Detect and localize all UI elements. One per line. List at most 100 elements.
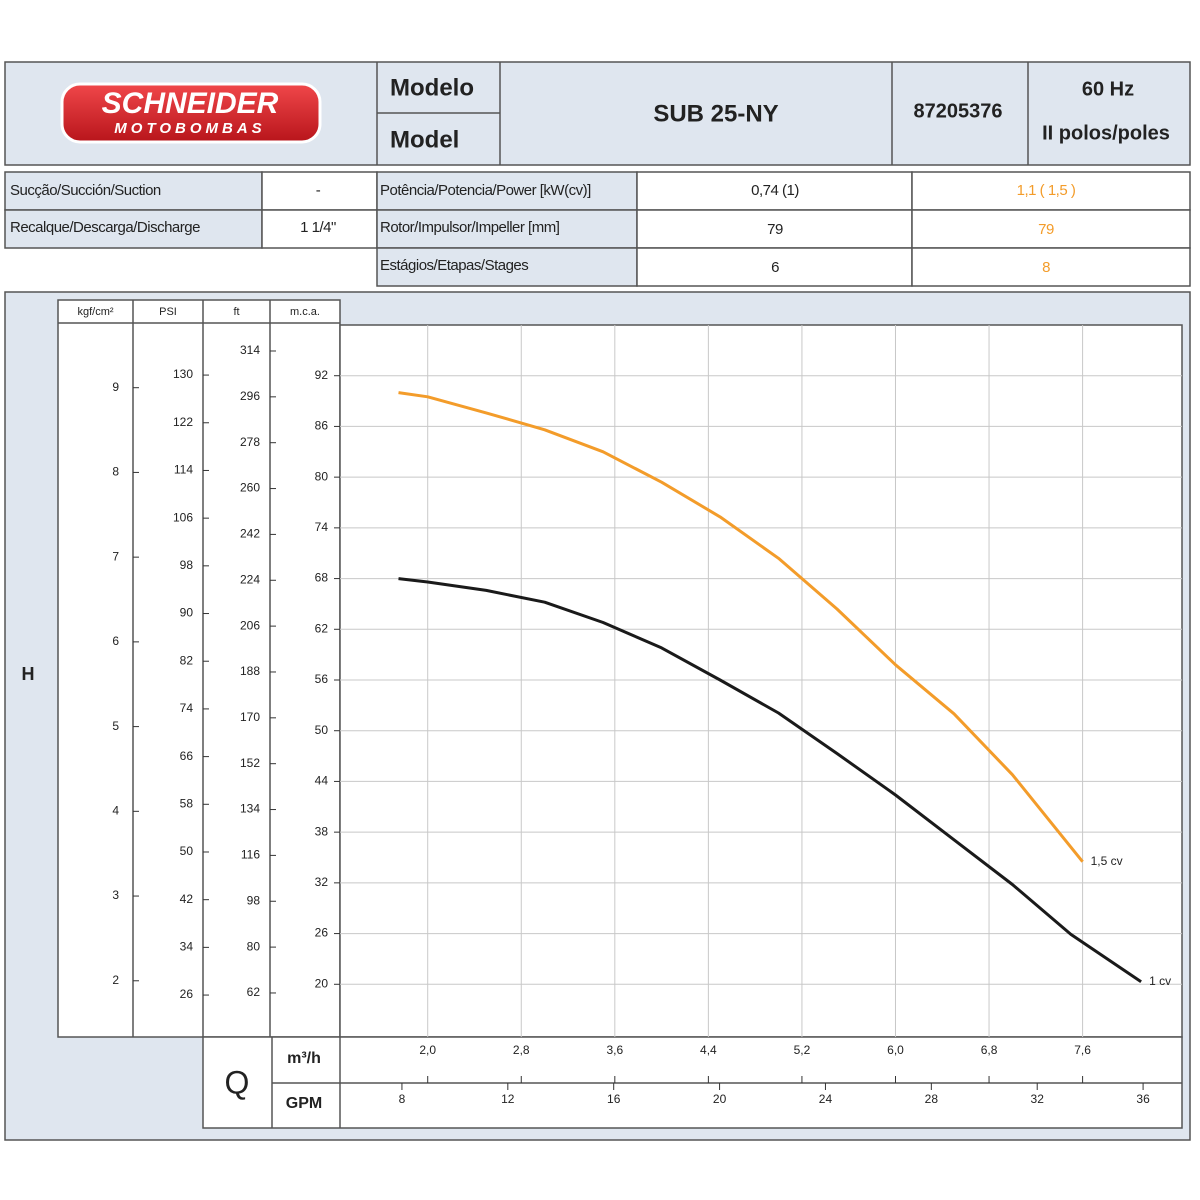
y-tick-label: 170	[240, 710, 260, 724]
x-tick-label: 3,6	[606, 1043, 623, 1057]
y-tick-label: 278	[240, 435, 260, 449]
y-tick-label: 9	[112, 380, 119, 394]
y-tick-label: 26	[180, 987, 194, 1001]
y-tick-label: 20	[315, 976, 329, 990]
y-tick-label: 224	[240, 572, 260, 586]
spec-value: 79	[767, 221, 783, 238]
y-tick-label: 130	[173, 367, 193, 381]
x-tick-label: 6,8	[981, 1043, 998, 1057]
header-dividers	[376, 62, 1029, 165]
x2-tick-label: 24	[819, 1092, 833, 1106]
curve-label: 1 cv	[1149, 974, 1171, 988]
y-tick-label: 38	[315, 824, 329, 838]
y-tick-label: 122	[173, 415, 193, 429]
y-tick-label: 74	[180, 701, 194, 715]
frequency: 60 Hz	[1082, 78, 1134, 100]
y-tick-label: 66	[180, 749, 194, 763]
x-tick-label: 7,6	[1074, 1043, 1091, 1057]
y-tick-label: 98	[247, 893, 261, 907]
x2-tick-label: 12	[501, 1092, 515, 1106]
curve-label: 1,5 cv	[1091, 854, 1123, 868]
spec-value: 8	[1042, 259, 1050, 276]
y-tick-label: 62	[315, 621, 329, 635]
y-tick-label: 50	[180, 844, 194, 858]
y-tick-label: 242	[240, 527, 260, 541]
y-tick-label: 68	[315, 571, 329, 585]
model-name: SUB 25-NY	[653, 100, 778, 127]
spec-value: 0,74 (1)	[751, 182, 799, 199]
spec-label: Sucção/Succión/Suction	[10, 182, 161, 199]
y-tick-label: 206	[240, 618, 260, 632]
spec-value: -	[316, 182, 321, 199]
scale-panel	[57, 299, 341, 1038]
x-tick-label: 2,0	[419, 1043, 436, 1057]
model-label: Model	[390, 126, 459, 153]
y-tick-label: 44	[315, 774, 329, 788]
x2-tick-label: 16	[607, 1092, 621, 1106]
spec-value: 1 1/4"	[300, 219, 336, 236]
y-tick-label: 50	[315, 723, 329, 737]
axis-unit-label: PSI	[159, 306, 177, 318]
y-tick-label: 260	[240, 481, 260, 495]
y-tick-label: 82	[180, 653, 194, 667]
y-tick-label: 74	[315, 520, 329, 534]
spec-value: 6	[771, 259, 779, 276]
y-tick-label: 6	[112, 634, 119, 648]
y-tick-label: 116	[241, 848, 260, 862]
spec-right	[376, 171, 1191, 287]
y-tick-label: 4	[112, 803, 119, 817]
logo	[60, 82, 322, 144]
y-tick-label: 86	[315, 419, 329, 433]
spec-label: Estágios/Etapas/Stages	[380, 257, 528, 274]
x-tick-label: 2,8	[513, 1043, 530, 1057]
x2-tick-label: 20	[713, 1092, 727, 1106]
y-tick-label: 80	[247, 939, 261, 953]
y-tick-label: 56	[315, 672, 329, 686]
x-tick-label: 6,0	[887, 1043, 904, 1057]
y-tick-label: 7	[112, 549, 119, 563]
product-code: 87205376	[914, 100, 1003, 122]
x2-tick-label: 36	[1136, 1092, 1150, 1106]
model-label: Modelo	[390, 74, 474, 101]
y-tick-label: 8	[112, 465, 119, 479]
logo-text: SCHNEIDER	[102, 87, 279, 120]
y-tick-label: 2	[112, 973, 119, 987]
curve	[398, 577, 1142, 984]
logo-subtext: MOTOBOMBAS	[114, 120, 265, 137]
x2-label: GPM	[286, 1095, 322, 1112]
x2-tick-label: 8	[399, 1092, 406, 1106]
y-tick-label: 26	[315, 926, 329, 940]
y-tick-label: 134	[240, 802, 260, 816]
y-tick-label: 42	[180, 892, 194, 906]
axis-unit-label: ft	[233, 306, 239, 318]
y-tick-label: 188	[240, 664, 260, 678]
y-label: m.c.a.	[290, 306, 320, 318]
y-tick-label: 296	[240, 389, 260, 403]
y-title: H	[22, 664, 35, 684]
y-tick-label: 92	[315, 368, 329, 382]
y-tick-label: 314	[240, 343, 260, 357]
spec-value: 1,1 ( 1,5 )	[1017, 182, 1076, 199]
plot-area	[339, 324, 1183, 1038]
spec-label: Rotor/Impulsor/Impeller [mm]	[380, 219, 560, 236]
x-title: Q	[225, 1064, 250, 1100]
x-tick-label: 5,2	[794, 1043, 811, 1057]
spec-label: Potência/Potencia/Power [kW(cv)]	[380, 182, 591, 199]
y-tick-label: 5	[112, 719, 119, 733]
y-tick-label: 80	[315, 469, 329, 483]
y-tick-label: 62	[247, 985, 261, 999]
x-axis-dividers	[271, 1037, 1182, 1128]
y-tick-label: 98	[180, 558, 194, 572]
y-tick-label: 58	[180, 796, 194, 810]
curve	[398, 391, 1084, 863]
x-label: m³/h	[287, 1050, 321, 1067]
y-tick-label: 152	[240, 756, 260, 770]
y-tick-label: 32	[315, 875, 329, 889]
y-tick-label: 114	[174, 463, 193, 477]
x2-tick-label: 28	[925, 1092, 939, 1106]
spec-value: 79	[1038, 221, 1054, 238]
y-tick-label: 3	[112, 888, 119, 902]
x2-tick-label: 32	[1031, 1092, 1045, 1106]
y-tick-label: 90	[180, 606, 194, 620]
